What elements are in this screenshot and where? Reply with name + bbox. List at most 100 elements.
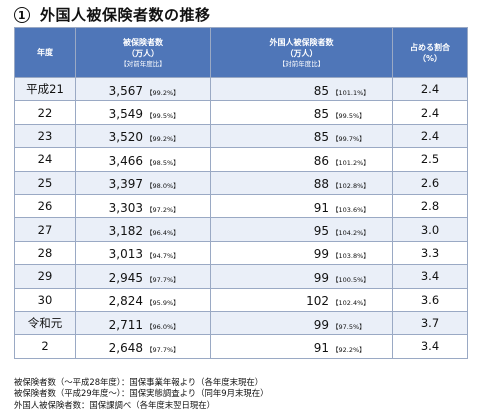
table-row: 28 3,013 【94.7%】 99 【103.8%】 3.3 xyxy=(14,240,468,266)
share-cell: 2.5 xyxy=(392,147,468,172)
share-cell: 2.4 xyxy=(392,76,468,102)
year-cell: 29 xyxy=(14,264,76,289)
table-row: 2 2,648 【97.7%】 91 【92.2%】 3.4 xyxy=(14,334,468,359)
note-line: 被保険者数（平成29年度～）：国保実態調査より（同年9月末現在） xyxy=(14,388,269,399)
foreign-value: 85 xyxy=(313,107,329,122)
foreign-value: 91 xyxy=(313,200,329,215)
table-row: 30 2,824 【95.9%】 102 【102.4%】 3.6 xyxy=(14,287,468,312)
year-cell: 令和元 xyxy=(14,310,76,336)
header-ratio: 占める割合 （%） xyxy=(392,27,468,78)
table-header-row: 年度 被保険者数 （万人） 【対前年度比】 外国人被保険者数 （万人） 【対前年… xyxy=(14,27,468,78)
share-cell: 3.4 xyxy=(392,264,468,289)
insured-yoy: 【98.0%】 xyxy=(146,182,180,191)
insured-cell: 2,711 【96.0%】 xyxy=(75,310,211,336)
insured-yoy: 【97.2%】 xyxy=(146,205,180,214)
insured-yoy: 【98.5%】 xyxy=(146,158,180,167)
foreign-value: 88 xyxy=(313,177,329,192)
year-cell: 28 xyxy=(14,240,76,266)
insured-cell: 3,303 【97.2%】 xyxy=(75,193,211,219)
foreign-value: 85 xyxy=(313,83,329,98)
foreign-yoy: 【101.1%】 xyxy=(332,88,370,97)
foreign-yoy: 【97.5%】 xyxy=(332,322,366,331)
source-notes: 被保険者数（～平成28年度）：国保事業年報より（各年度末現在） 被保険者数（平成… xyxy=(14,377,269,411)
foreign-yoy: 【103.6%】 xyxy=(332,205,370,214)
insured-cell: 3,182 【96.4%】 xyxy=(75,217,211,242)
insured-value: 3,549 xyxy=(108,107,143,122)
foreign-yoy: 【99.7%】 xyxy=(332,135,366,144)
share-cell: 3.7 xyxy=(392,310,468,336)
insured-yoy: 【97.7%】 xyxy=(146,275,180,284)
title-text: 外国人被保険者数の推移 xyxy=(40,6,211,24)
note-line: 外国人被保険者数：国保課調べ（各年度末翌日現在） xyxy=(14,399,215,410)
insured-yoy: 【96.4%】 xyxy=(146,229,180,238)
foreign-cell: 91 【103.6%】 xyxy=(210,193,393,219)
year-cell: 26 xyxy=(14,193,76,219)
foreign-cell: 85 【99.7%】 xyxy=(210,123,393,149)
year-cell: 22 xyxy=(14,100,76,125)
insured-value: 2,824 xyxy=(108,294,143,309)
insured-cell: 3,520 【99.2%】 xyxy=(75,123,211,149)
share-cell: 3.6 xyxy=(392,287,468,312)
table-row: 26 3,303 【97.2%】 91 【103.6%】 2.8 xyxy=(14,193,468,219)
foreign-value: 99 xyxy=(313,317,329,332)
insured-yoy: 【94.7%】 xyxy=(146,252,180,261)
foreign-cell: 86 【101.2%】 xyxy=(210,147,393,172)
insured-cell: 2,824 【95.9%】 xyxy=(75,287,211,312)
foreign-value: 102 xyxy=(306,294,329,309)
table-row: 平成21 3,567 【99.2%】 85 【101.1%】 2.4 xyxy=(14,76,468,102)
insured-value: 3,182 xyxy=(108,224,143,239)
header-year: 年度 xyxy=(14,27,76,78)
foreign-cell: 99 【97.5%】 xyxy=(210,310,393,336)
table-row: 令和元 2,711 【96.0%】 99 【97.5%】 3.7 xyxy=(14,310,468,336)
insured-value: 3,013 xyxy=(108,247,143,262)
foreign-yoy: 【100.5%】 xyxy=(332,275,370,284)
share-cell: 2.4 xyxy=(392,123,468,149)
insured-cell: 2,945 【97.7%】 xyxy=(75,264,211,289)
foreign-cell: 85 【101.1%】 xyxy=(210,76,393,102)
year-cell: 27 xyxy=(14,217,76,242)
foreign-yoy: 【101.2%】 xyxy=(332,158,370,167)
insured-value: 3,567 xyxy=(108,83,143,98)
insured-value: 3,303 xyxy=(108,200,143,215)
insured-cell: 3,567 【99.2%】 xyxy=(75,76,211,102)
note-line: 被保険者数（～平成28年度）：国保事業年報より（各年度末現在） xyxy=(14,377,264,387)
insured-value: 3,466 xyxy=(108,153,143,168)
insured-yoy: 【99.5%】 xyxy=(146,112,180,121)
table-row: 25 3,397 【98.0%】 88 【102.8%】 2.6 xyxy=(14,170,468,195)
foreign-cell: 85 【99.5%】 xyxy=(210,100,393,125)
foreign-cell: 95 【104.2%】 xyxy=(210,217,393,242)
year-cell: 30 xyxy=(14,287,76,312)
table-row: 23 3,520 【99.2%】 85 【99.7%】 2.4 xyxy=(14,123,468,149)
foreign-yoy: 【99.5%】 xyxy=(332,112,366,121)
table-row: 27 3,182 【96.4%】 95 【104.2%】 3.0 xyxy=(14,217,468,242)
foreign-yoy: 【104.2%】 xyxy=(332,229,370,238)
insured-yoy: 【97.7%】 xyxy=(146,345,180,354)
insured-cell: 2,648 【97.7%】 xyxy=(75,334,211,359)
insured-yoy: 【99.2%】 xyxy=(146,135,180,144)
table-row: 24 3,466 【98.5%】 86 【101.2%】 2.5 xyxy=(14,147,468,172)
insured-value: 3,397 xyxy=(108,177,143,192)
foreign-value: 86 xyxy=(313,153,329,168)
page-title: 1 外国人被保険者数の推移 xyxy=(14,4,211,26)
foreign-cell: 91 【92.2%】 xyxy=(210,334,393,359)
year-cell: 23 xyxy=(14,123,76,149)
foreign-yoy: 【92.2%】 xyxy=(332,345,366,354)
share-cell: 2.4 xyxy=(392,100,468,125)
share-cell: 2.6 xyxy=(392,170,468,195)
insured-value: 2,711 xyxy=(108,317,143,332)
year-cell: 25 xyxy=(14,170,76,195)
insured-cell: 3,397 【98.0%】 xyxy=(75,170,211,195)
insured-value: 2,945 xyxy=(108,270,143,285)
share-cell: 2.8 xyxy=(392,193,468,219)
foreign-yoy: 【102.8%】 xyxy=(332,182,370,191)
foreign-value: 85 xyxy=(313,130,329,145)
year-cell: 2 xyxy=(14,334,76,359)
insured-yoy: 【95.9%】 xyxy=(146,299,180,308)
insured-cell: 3,013 【94.7%】 xyxy=(75,240,211,266)
share-cell: 3.3 xyxy=(392,240,468,266)
table-row: 29 2,945 【97.7%】 99 【100.5%】 3.4 xyxy=(14,264,468,289)
insured-table: 年度 被保険者数 （万人） 【対前年度比】 外国人被保険者数 （万人） 【対前年… xyxy=(14,27,468,359)
year-cell: 平成21 xyxy=(14,76,76,102)
table-row: 22 3,549 【99.5%】 85 【99.5%】 2.4 xyxy=(14,100,468,125)
foreign-value: 99 xyxy=(313,270,329,285)
